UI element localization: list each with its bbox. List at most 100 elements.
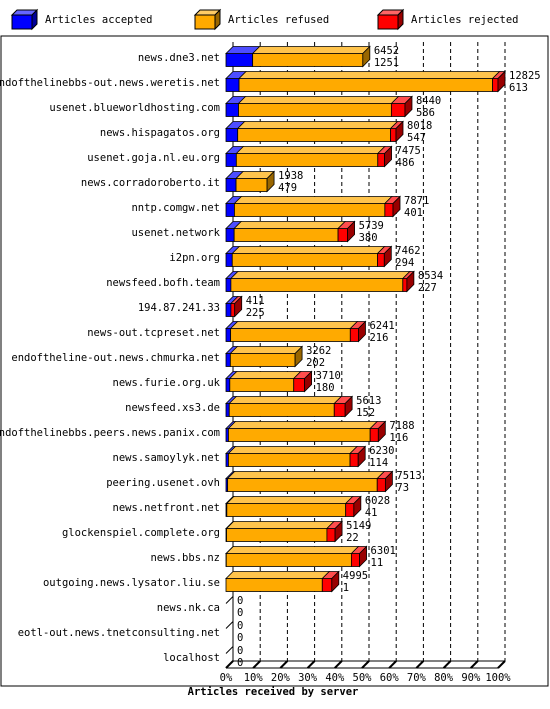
total-label: 8018 (407, 120, 432, 132)
category-label: news.samoylyk.net (113, 452, 220, 464)
category-label: news.hispagatos.org (100, 127, 220, 139)
category-label: i2pn.org (169, 252, 220, 264)
category-label: news.furie.org.uk (113, 377, 221, 389)
bar-segment (226, 129, 238, 142)
x-tick-label: 60% (380, 672, 400, 684)
bar-segment (294, 379, 305, 392)
total-label: 3710 (316, 370, 341, 382)
category-label: 194.87.241.33 (138, 302, 220, 314)
tick-mark (416, 661, 423, 668)
bar-segment-top (228, 447, 357, 454)
accepted-label: 613 (509, 82, 528, 94)
bar-segment (226, 154, 236, 167)
bar-segment (226, 179, 236, 192)
bar-segment (229, 404, 334, 417)
bar-segment-top (230, 372, 301, 379)
category-label: nntp.comgw.net (131, 202, 220, 214)
total-label: 6241 (369, 320, 394, 332)
category-label: usenet.blueworldhosting.com (49, 102, 220, 114)
bar-segment (377, 479, 385, 492)
x-tick-label: 30% (298, 672, 318, 684)
bar-segment (226, 329, 231, 342)
x-tick-label: 100% (485, 672, 511, 684)
bar-segment (350, 454, 358, 467)
bar-segment (238, 129, 391, 142)
bar-segment (385, 204, 393, 217)
accepted-label: 0 (237, 657, 243, 669)
total-label: 5149 (346, 520, 371, 532)
x-tick-label: 0% (220, 672, 233, 684)
accepted-label: 401 (404, 207, 423, 219)
bar-segment-top (234, 197, 391, 204)
accepted-label: 116 (389, 432, 408, 444)
bar-segment-top (230, 347, 302, 354)
bar-segment-top (227, 497, 353, 504)
bar-segment (226, 104, 239, 117)
tick-mark (444, 661, 451, 668)
category-label: endofthelinebbs-out.news.weretis.net (0, 77, 220, 89)
bar-segment-top (226, 572, 329, 579)
accepted-label: 380 (359, 232, 378, 244)
bar-segment-top (253, 47, 370, 54)
total-label: 5739 (359, 220, 384, 232)
tick-mark (389, 661, 396, 668)
bar-segment (226, 79, 239, 92)
bar-segment-top (232, 247, 384, 254)
bar-segment (327, 529, 335, 542)
tick-mark (308, 661, 315, 668)
total-label: 5613 (356, 395, 381, 407)
category-label: eotl-out.news.tnetconsulting.net (18, 627, 220, 639)
bar-segment (231, 329, 351, 342)
accepted-label: 227 (418, 282, 437, 294)
accepted-label: 152 (356, 407, 375, 419)
bar-segment-top (228, 422, 377, 429)
x-tick-label: 20% (271, 672, 291, 684)
category-label: usenet.goja.nl.eu.org (87, 152, 220, 164)
bar-segment (239, 79, 493, 92)
x-tick-label: 90% (461, 672, 481, 684)
total-label: 7513 (396, 470, 421, 482)
category-label: news.corradoroberto.it (81, 177, 220, 189)
bar-segment-top (227, 522, 334, 529)
bar-segment (351, 554, 359, 567)
x-tick-label: 10% (244, 672, 264, 684)
bar-segment-top (234, 222, 345, 229)
bar-segment (334, 404, 345, 417)
bar-empty (226, 597, 233, 604)
accepted-label: 114 (369, 457, 388, 469)
bar-empty (226, 622, 233, 629)
tick-mark (471, 661, 478, 668)
total-label: 7188 (389, 420, 414, 432)
x-tick-label: 70% (407, 672, 427, 684)
bar-segment-top (239, 97, 399, 104)
bar-segment (231, 304, 235, 317)
bar-segment (228, 429, 370, 442)
bar-segment (232, 254, 377, 267)
bar-segment (391, 129, 396, 142)
total-label: 12825 (509, 70, 541, 82)
total-label: 0 (237, 620, 243, 632)
bar-segment (226, 254, 232, 267)
accepted-label: 547 (407, 132, 426, 144)
accepted-label: 216 (369, 332, 388, 344)
total-label: 7475 (396, 145, 421, 157)
legend-label: Articles accepted (45, 14, 152, 26)
category-label: endoftheline-out.news.chmurka.net (11, 352, 220, 364)
legend-swatch (195, 15, 215, 29)
total-label: 411 (246, 295, 265, 307)
accepted-label: 41 (365, 507, 378, 519)
bar-segment (346, 504, 354, 517)
bar-segment (234, 204, 384, 217)
legend-swatch (12, 15, 32, 29)
bar-segment (378, 254, 385, 267)
bar-segment (322, 579, 332, 592)
bar-segment (230, 379, 294, 392)
accepted-label: 225 (246, 307, 265, 319)
accepted-label: 479 (278, 182, 297, 194)
accepted-label: 586 (416, 107, 435, 119)
category-label: peering.usenet.ovh (106, 477, 220, 489)
bar-segment (226, 579, 322, 592)
category-label: outgoing.news.lysator.liu.se (43, 577, 220, 589)
total-label: 8534 (418, 270, 443, 282)
total-label: 4995 (343, 570, 368, 582)
